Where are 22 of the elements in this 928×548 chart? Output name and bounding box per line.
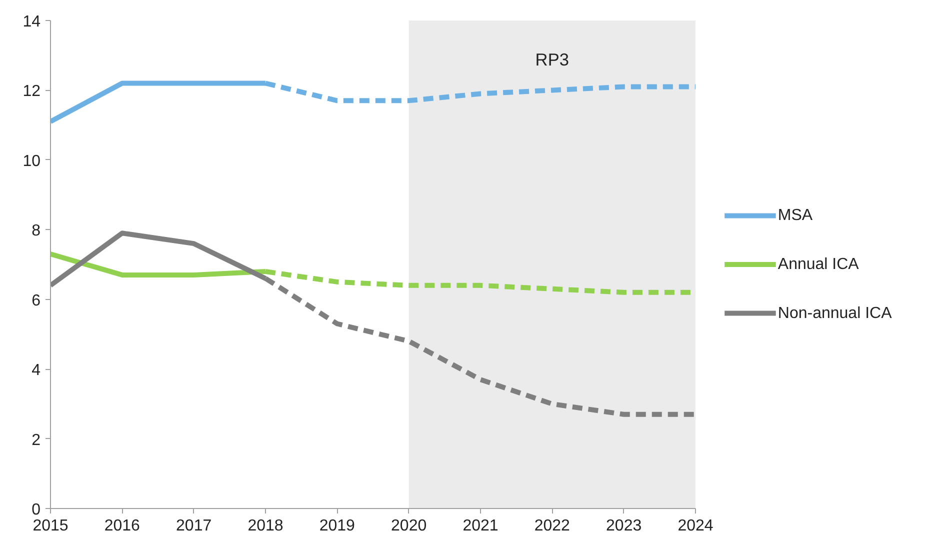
x-tick-label: 2019 [319,518,356,534]
x-tick-label: 2021 [462,518,498,534]
x-tick-label: 2016 [104,518,140,534]
band-label: RP3 [535,49,570,70]
legend-label: Non-annual ICA [778,304,892,322]
x-tick-label: 2018 [248,518,284,534]
y-tick-label: 14 [22,14,41,30]
y-tick-label: 10 [22,152,41,170]
x-tick-label: 2024 [678,518,714,534]
y-tick-label: 8 [32,222,41,240]
legend-label: Annual ICA [778,256,860,273]
y-tick-label: 6 [32,292,41,310]
legend-label: MSA [778,207,813,224]
x-tick-label: 2017 [176,518,212,534]
x-tick-label: 2015 [32,518,68,534]
x-tick-label: 2020 [391,518,427,534]
x-tick-label: 2022 [534,518,570,534]
y-tick-label: 0 [32,502,41,518]
y-tick-label: 4 [32,362,41,380]
y-tick-label: 2 [32,432,41,449]
y-tick-label: 12 [22,83,41,100]
x-tick-label: 2023 [606,518,642,534]
